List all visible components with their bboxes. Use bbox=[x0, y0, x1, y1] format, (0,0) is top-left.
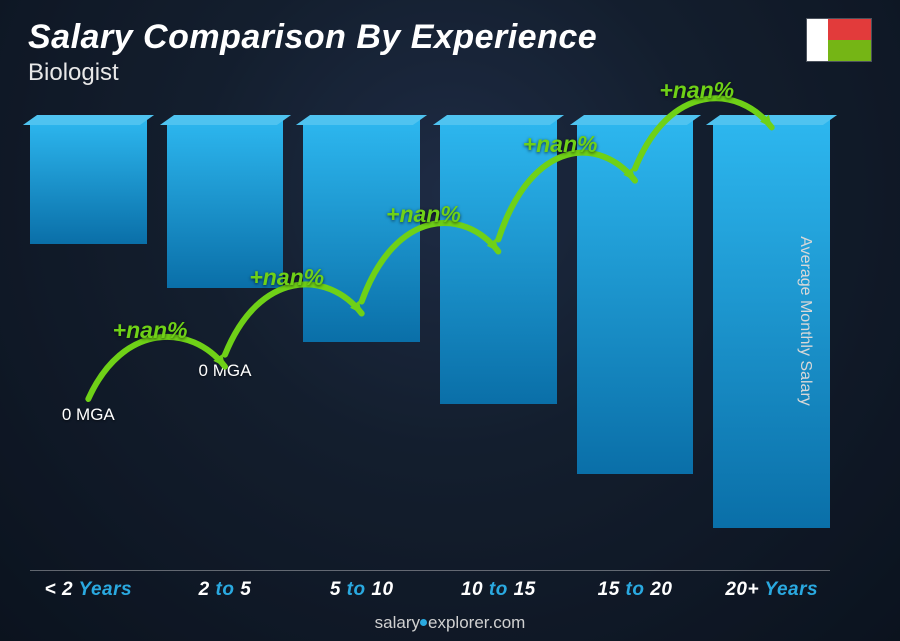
bar-value-label: 0 MGA bbox=[199, 361, 252, 381]
bar bbox=[30, 120, 147, 244]
bar-front-face bbox=[440, 120, 557, 404]
x-axis-label: < 2 Years bbox=[30, 579, 147, 601]
bar-chart: 0 MGA0 MGA0 MGA0 MGA0 MGA0 MGA +nan%+nan… bbox=[30, 120, 830, 563]
bar-slot: 0 MGA bbox=[577, 120, 694, 563]
bar bbox=[577, 120, 694, 474]
x-axis-label: 5 to 10 bbox=[303, 579, 420, 601]
brand-dot-icon bbox=[420, 619, 427, 626]
bar-slot: 0 MGA bbox=[440, 120, 557, 563]
bar-front-face bbox=[30, 120, 147, 244]
flag-stripe-white bbox=[807, 19, 828, 61]
footer-brand: salary explorer.com bbox=[0, 613, 900, 633]
flag-stripe-red bbox=[828, 19, 871, 40]
x-axis-label: 10 to 15 bbox=[440, 579, 557, 601]
bar-front-face bbox=[303, 120, 420, 342]
bar bbox=[440, 120, 557, 404]
bar-top-face bbox=[296, 115, 427, 125]
brand-tld: .com bbox=[489, 613, 526, 632]
bar-top-face bbox=[570, 115, 701, 125]
chart-subtitle: Biologist bbox=[28, 59, 872, 87]
x-axis-label: 20+ Years bbox=[713, 579, 830, 601]
bar-top-face bbox=[433, 115, 564, 125]
x-axis-label: 2 to 5 bbox=[167, 579, 284, 601]
bar-slot: 0 MGA bbox=[303, 120, 420, 563]
country-flag-icon bbox=[806, 18, 872, 62]
bar-slot: 0 MGA bbox=[167, 120, 284, 563]
brand-prefix: salary bbox=[375, 613, 420, 632]
bar bbox=[167, 120, 284, 288]
bar bbox=[303, 120, 420, 342]
brand-suffix: explorer bbox=[428, 613, 488, 632]
x-axis: < 2 Years 2 to 5 5 to 10 10 to 15 15 to 20 20… bbox=[30, 570, 830, 601]
bar-top-face bbox=[706, 115, 837, 125]
bar-front-face bbox=[577, 120, 694, 474]
bar-top-face bbox=[160, 115, 291, 125]
y-axis-label: Average Monthly Salary bbox=[796, 236, 814, 406]
bar-top-face bbox=[23, 115, 154, 125]
bar-value-label: 0 MGA bbox=[62, 405, 115, 425]
bar-slot: 0 MGA bbox=[30, 120, 147, 563]
flag-stripe-green bbox=[828, 40, 871, 61]
chart-title: Salary Comparison By Experience bbox=[28, 18, 872, 57]
header: Salary Comparison By Experience Biologis… bbox=[28, 18, 872, 87]
bar-front-face bbox=[167, 120, 284, 288]
x-axis-label: 15 to 20 bbox=[577, 579, 694, 601]
